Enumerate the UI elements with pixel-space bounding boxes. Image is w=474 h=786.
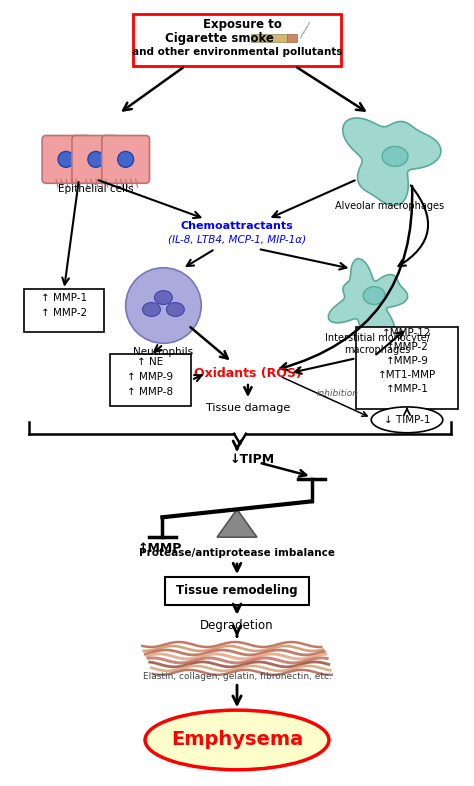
Polygon shape	[328, 259, 408, 336]
Text: inhibition: inhibition	[317, 390, 358, 399]
Polygon shape	[217, 509, 257, 537]
Text: ↓ TIMP-1: ↓ TIMP-1	[384, 415, 430, 425]
Text: Protease/antiprotease imbalance: Protease/antiprotease imbalance	[139, 548, 335, 558]
FancyBboxPatch shape	[42, 135, 90, 183]
Bar	[133, 14, 341, 66]
Bar	[356, 328, 458, 409]
Bar	[24, 288, 104, 332]
Ellipse shape	[88, 152, 104, 167]
Text: and other environmental pollutants: and other environmental pollutants	[132, 47, 342, 57]
Text: Tissue remodeling: Tissue remodeling	[176, 584, 298, 597]
Text: ↑MMP-9: ↑MMP-9	[385, 356, 428, 366]
Text: ↑MMP-12: ↑MMP-12	[382, 329, 432, 338]
Text: ↑MMP-1: ↑MMP-1	[385, 384, 428, 394]
Text: (IL-8, LTB4, MCP-1, MIP-1α): (IL-8, LTB4, MCP-1, MIP-1α)	[168, 235, 306, 245]
Text: ↑ MMP-1: ↑ MMP-1	[41, 292, 87, 303]
Text: Cigarette smoke: Cigarette smoke	[164, 31, 273, 45]
Ellipse shape	[118, 152, 134, 167]
Polygon shape	[343, 118, 441, 206]
Text: Exposure to: Exposure to	[202, 17, 282, 31]
Ellipse shape	[371, 407, 443, 433]
Bar	[287, 34, 297, 42]
Ellipse shape	[143, 303, 161, 317]
Bar	[110, 354, 191, 406]
Bar	[251, 34, 287, 42]
FancyBboxPatch shape	[72, 135, 120, 183]
Text: Chemoattractants: Chemoattractants	[181, 221, 293, 231]
Text: Alveolar macrophages: Alveolar macrophages	[335, 201, 444, 211]
Text: macrophages: macrophages	[344, 345, 410, 355]
Text: ↑ MMP-9: ↑ MMP-9	[128, 372, 173, 382]
Text: Tissue damage: Tissue damage	[206, 403, 290, 413]
Text: ↑MT1-MMP: ↑MT1-MMP	[378, 370, 436, 380]
Ellipse shape	[382, 146, 408, 167]
Ellipse shape	[166, 303, 184, 317]
Text: Elastin, collagen, gelatin, fibronectin, etc.: Elastin, collagen, gelatin, fibronectin,…	[143, 672, 331, 681]
Text: ↑ NE: ↑ NE	[137, 357, 164, 367]
Text: Oxidants (ROS): Oxidants (ROS)	[194, 366, 302, 380]
Text: ↑MMP-2: ↑MMP-2	[385, 342, 428, 352]
Text: Degradetion: Degradetion	[200, 619, 274, 632]
Text: ↑ MMP-2: ↑ MMP-2	[41, 308, 87, 318]
Text: ↑MMP: ↑MMP	[137, 542, 182, 555]
Bar	[165, 577, 309, 604]
Ellipse shape	[145, 710, 329, 769]
Text: Interstitial monocyte/: Interstitial monocyte/	[325, 333, 429, 343]
FancyBboxPatch shape	[102, 135, 149, 183]
Text: Emphysema: Emphysema	[171, 730, 303, 750]
Text: Neutrophils: Neutrophils	[133, 347, 193, 358]
Ellipse shape	[58, 152, 74, 167]
Ellipse shape	[155, 291, 173, 304]
Text: Epithelial cells: Epithelial cells	[58, 184, 134, 194]
Text: ↓TIPM: ↓TIPM	[229, 453, 274, 466]
Text: ↑ MMP-8: ↑ MMP-8	[128, 387, 173, 397]
Ellipse shape	[363, 287, 385, 304]
Circle shape	[126, 268, 201, 343]
